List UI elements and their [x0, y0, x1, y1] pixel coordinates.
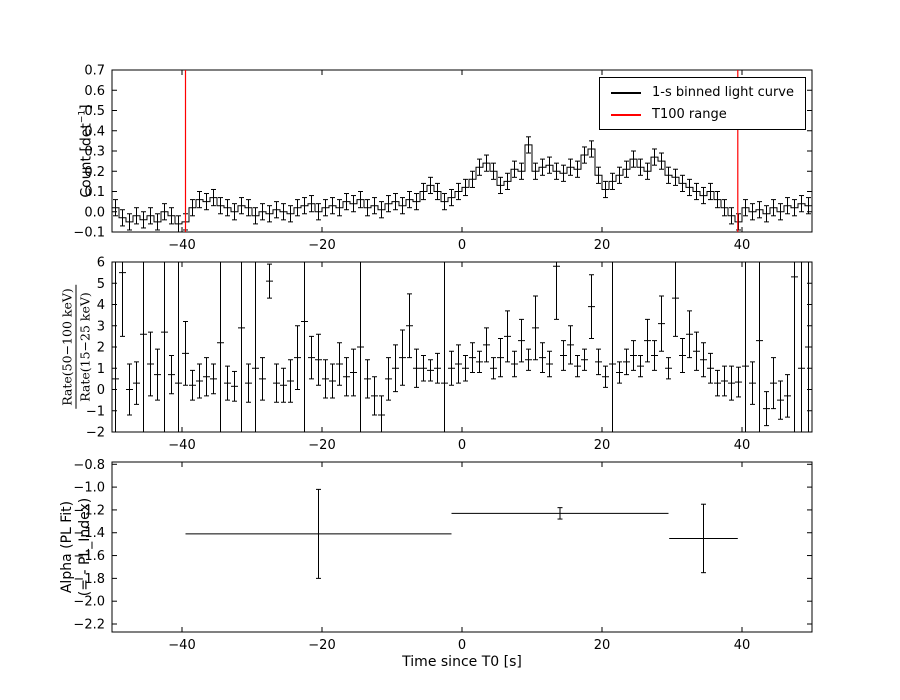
t100-legend-label: T100 range	[652, 107, 727, 122]
panel2-axes: −40 −20 0 20 40 6 5 4 3 2 1 0 −1 −2	[86, 256, 813, 453]
svg-text:−40: −40	[168, 238, 195, 253]
svg-text:−2: −2	[86, 426, 105, 441]
panel3-ylabel-line2: (= - PL_Index)	[77, 497, 93, 597]
panel3-axes: −40 −20 0 20 40 −0.8 −1.0 −1.2 −1.4 −1.6 −1.8 −2.0 −…	[73, 458, 813, 653]
svg-text:−2.0: −2.0	[73, 595, 105, 610]
svg-text:−1.0: −1.0	[73, 481, 105, 496]
svg-text:−0.1: −0.1	[73, 226, 105, 241]
panel1-ylabel: Count [det−1]	[78, 104, 95, 197]
svg-text:0: 0	[458, 638, 466, 653]
x-axis-label: Time since T0 [s]	[402, 654, 522, 670]
svg-text:−20: −20	[308, 638, 335, 653]
svg-text:6: 6	[97, 256, 105, 271]
svg-text:0.4: 0.4	[84, 124, 105, 139]
svg-text:0.2: 0.2	[84, 165, 105, 180]
svg-text:−0.8: −0.8	[73, 458, 105, 473]
svg-text:5: 5	[97, 277, 105, 292]
svg-text:0.3: 0.3	[84, 145, 105, 160]
panel3-ylabel: Alpha (PL Fit) (= - PL_Index)	[58, 498, 94, 596]
lightcurve-line-sample	[611, 91, 642, 94]
svg-text:−40: −40	[168, 438, 195, 453]
legend-row-lightcurve: 1-s binned light curve	[611, 85, 794, 100]
legend: 1-s binned light curve T100 range	[599, 77, 806, 130]
panel1-axes: −40 −20 0 20 40 0.7 0.6 0.5 0.4 0.3 0.2 0.1 0.0 −0.1	[73, 64, 813, 253]
svg-text:−20: −20	[308, 438, 335, 453]
rate-fraction-numerator: Rate(50−100 keV)	[59, 285, 77, 409]
svg-text:1: 1	[97, 362, 105, 377]
svg-text:0.6: 0.6	[84, 84, 105, 99]
svg-text:−40: −40	[168, 638, 195, 653]
svg-text:−1: −1	[86, 404, 105, 419]
rate-fraction: Rate(50−100 keV) Rate(15−25 keV)	[59, 285, 93, 409]
svg-text:20: 20	[594, 438, 611, 453]
svg-text:0.5: 0.5	[84, 104, 105, 119]
lightcurve-legend-label: 1-s binned light curve	[652, 85, 794, 100]
svg-text:0: 0	[458, 438, 466, 453]
panel1-lightcurve-data	[112, 136, 812, 232]
t100-line-sample	[611, 113, 642, 116]
svg-text:0: 0	[458, 238, 466, 253]
svg-text:3: 3	[97, 319, 105, 334]
panel3-ylabel-line1: Alpha (PL Fit)	[58, 500, 75, 594]
panel1-ylabel-text: Count [det	[78, 123, 95, 198]
svg-text:40: 40	[734, 238, 751, 253]
panel1-ylabel-superscript: −1	[77, 109, 88, 124]
svg-text:2: 2	[97, 341, 105, 356]
svg-text:40: 40	[734, 638, 751, 653]
svg-text:4: 4	[97, 298, 105, 313]
panel3-alpha-data	[185, 488, 738, 579]
svg-text:0.1: 0.1	[84, 185, 105, 200]
svg-text:−20: −20	[308, 238, 335, 253]
svg-text:0: 0	[97, 383, 105, 398]
rate-fraction-denominator: Rate(15−25 keV)	[77, 292, 93, 402]
svg-text:20: 20	[594, 238, 611, 253]
svg-text:−1.2: −1.2	[73, 503, 105, 518]
panel2-hardness-data	[112, 262, 812, 432]
svg-text:0.0: 0.0	[84, 205, 105, 220]
svg-text:40: 40	[734, 438, 751, 453]
panel1-ylabel-close: ]	[78, 104, 95, 110]
svg-text:20: 20	[594, 638, 611, 653]
svg-text:−1.6: −1.6	[73, 549, 105, 564]
svg-text:0.7: 0.7	[84, 64, 105, 79]
svg-text:−1.8: −1.8	[73, 572, 105, 587]
panel2-ylabel: Rate(50−100 keV) Rate(15−25 keV)	[59, 285, 93, 409]
legend-row-t100: T100 range	[611, 107, 794, 122]
svg-text:−2.2: −2.2	[73, 618, 105, 633]
svg-text:−1.4: −1.4	[73, 526, 105, 541]
